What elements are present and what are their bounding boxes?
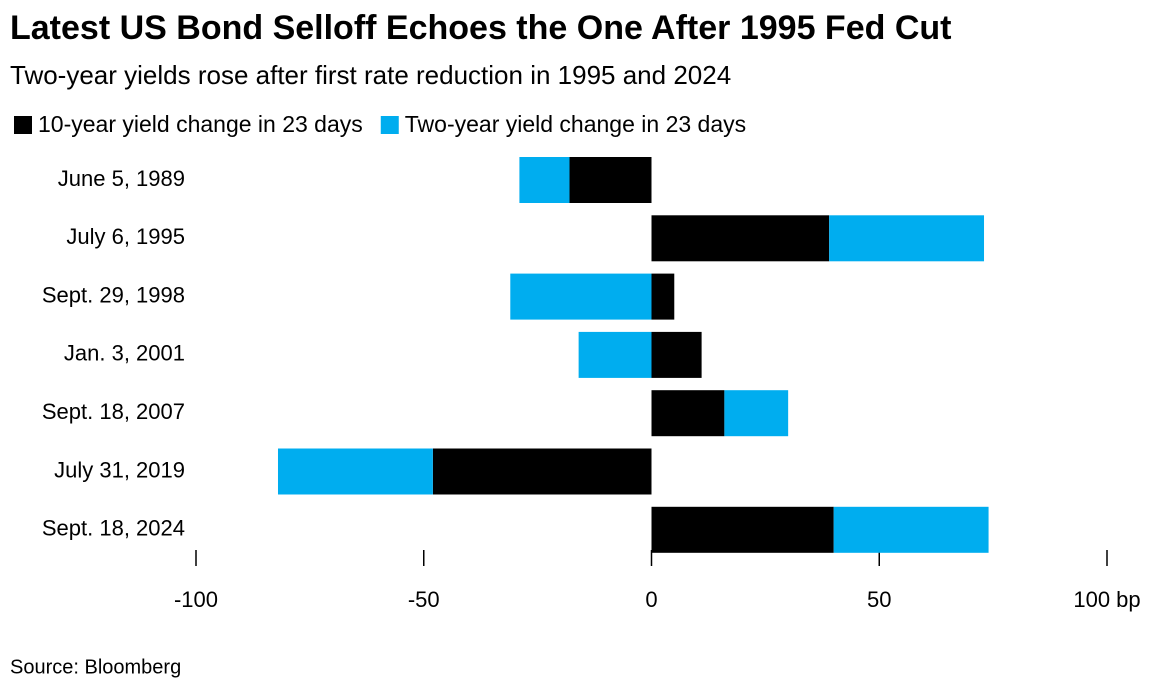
bar-segment xyxy=(651,215,830,262)
bar-segment xyxy=(651,390,725,437)
legend-label: 10-year yield change in 23 days xyxy=(38,111,363,137)
y-tick-label: June 5, 1989 xyxy=(58,166,185,191)
chart-subtitle: Two-year yields rose after first rate re… xyxy=(10,60,731,90)
bar-segment xyxy=(578,331,652,378)
bar-segment xyxy=(651,273,675,320)
y-tick-label: Sept. 18, 2007 xyxy=(42,399,185,424)
y-tick-label: Sept. 18, 2024 xyxy=(42,516,185,541)
bar-segment xyxy=(651,506,834,553)
bar-segment xyxy=(510,273,652,320)
bar-segment xyxy=(829,215,985,262)
legend-swatch xyxy=(14,116,32,134)
legend-label: Two-year yield change in 23 days xyxy=(405,111,746,137)
bar-segment xyxy=(569,157,652,203)
bar-segment xyxy=(724,390,789,437)
y-tick-label: July 6, 1995 xyxy=(66,224,185,249)
y-tick-label: July 31, 2019 xyxy=(54,457,185,482)
bar-segment xyxy=(651,331,702,378)
y-tick-label: Sept. 29, 1998 xyxy=(42,282,185,307)
y-tick-label: Jan. 3, 2001 xyxy=(64,341,185,366)
x-tick-label: 50 xyxy=(867,587,891,612)
legend-swatch xyxy=(380,116,399,134)
x-tick-label: -100 xyxy=(174,587,218,612)
bar-segment xyxy=(519,157,570,203)
x-tick-label: 0 xyxy=(645,587,657,612)
source: Source: Bloomberg xyxy=(10,656,181,678)
chart-title: Latest US Bond Selloff Echoes the One Af… xyxy=(10,9,951,47)
x-tick-label: 100 bp xyxy=(1073,587,1140,612)
bar-segment xyxy=(833,506,989,553)
bar-segment xyxy=(277,448,433,495)
x-tick-label: -50 xyxy=(408,587,440,612)
bar-segment xyxy=(432,448,652,495)
